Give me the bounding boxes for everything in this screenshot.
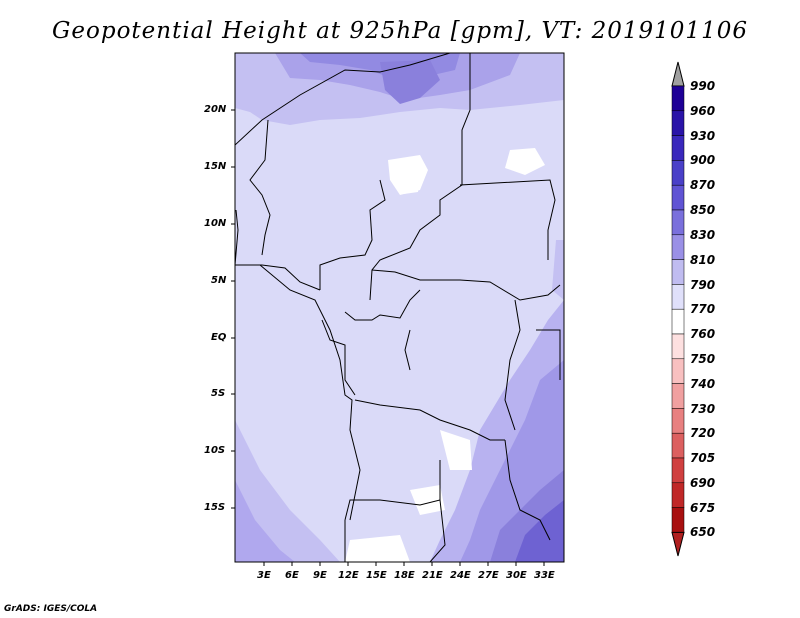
- colorbar-label-810: 810: [690, 253, 716, 267]
- lat-label-eq: EQ: [211, 332, 227, 343]
- colorbar-label-750: 750: [690, 352, 716, 366]
- colorbar-label-870: 870: [690, 178, 716, 192]
- colorbar-label-730: 730: [690, 402, 716, 416]
- lat-label-5s: 5S: [211, 388, 226, 399]
- lat-label-10s: 10S: [204, 445, 226, 456]
- colorbar-label-900: 900: [690, 153, 716, 167]
- colorbar-label-720: 720: [690, 426, 716, 440]
- colorbar-label-830: 830: [690, 228, 716, 242]
- lat-label-10n: 10N: [204, 218, 227, 229]
- lon-label-3e: 3E: [257, 570, 271, 581]
- grads-credit: GrADS: IGES/COLA: [4, 604, 98, 614]
- lon-label-27e: 27E: [478, 570, 499, 581]
- lon-label-21e: 21E: [422, 570, 443, 581]
- map-frame: [234, 52, 565, 563]
- colorbar-bottom-arrow: [671, 531, 685, 557]
- lon-label-6e: 6E: [285, 570, 299, 581]
- colorbar-label-675: 675: [690, 501, 716, 515]
- colorbar-label-690: 690: [690, 476, 716, 490]
- lat-label-20n: 20N: [204, 104, 227, 115]
- colorbar-label-790: 790: [690, 278, 716, 292]
- colorbar-label-930: 930: [690, 129, 716, 143]
- lat-label-5n: 5N: [211, 275, 227, 286]
- lon-label-18e: 18E: [394, 570, 415, 581]
- lon-label-24e: 24E: [450, 570, 471, 581]
- chart-title: Geopotential Height at 925hPa [gpm], VT:…: [52, 18, 748, 44]
- lon-ticks: [263, 562, 545, 566]
- height-field: [235, 53, 564, 562]
- lon-label-15e: 15E: [366, 570, 387, 581]
- colorbar-label-760: 760: [690, 327, 716, 341]
- lon-label-30e: 30E: [506, 570, 527, 581]
- lon-label-33e: 33E: [534, 570, 555, 581]
- lon-label-9e: 9E: [313, 570, 327, 581]
- colorbar-label-960: 960: [690, 104, 716, 118]
- colorbar-label-850: 850: [690, 203, 716, 217]
- colorbar-label-740: 740: [690, 377, 716, 391]
- lon-label-12e: 12E: [338, 570, 359, 581]
- country-borders: [235, 53, 561, 562]
- colorbar-label-770: 770: [690, 302, 716, 316]
- colorbar-label-650: 650: [690, 525, 716, 539]
- colorbar-top-arrow: [671, 61, 685, 87]
- colorbar-label-990: 990: [690, 79, 716, 93]
- lat-label-15s: 15S: [204, 502, 226, 513]
- lat-label-15n: 15N: [204, 161, 227, 172]
- lat-ticks: [231, 109, 235, 509]
- colorbar-label-705: 705: [690, 451, 716, 465]
- colorbar: [671, 61, 685, 557]
